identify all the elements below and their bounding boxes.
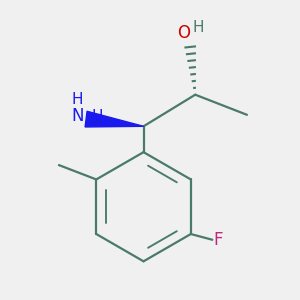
Text: H: H <box>92 109 103 124</box>
Text: O: O <box>177 24 190 42</box>
Text: H: H <box>192 20 204 35</box>
Text: F: F <box>214 231 223 249</box>
Text: N: N <box>71 107 84 125</box>
Text: H: H <box>72 92 83 106</box>
Polygon shape <box>85 111 143 127</box>
